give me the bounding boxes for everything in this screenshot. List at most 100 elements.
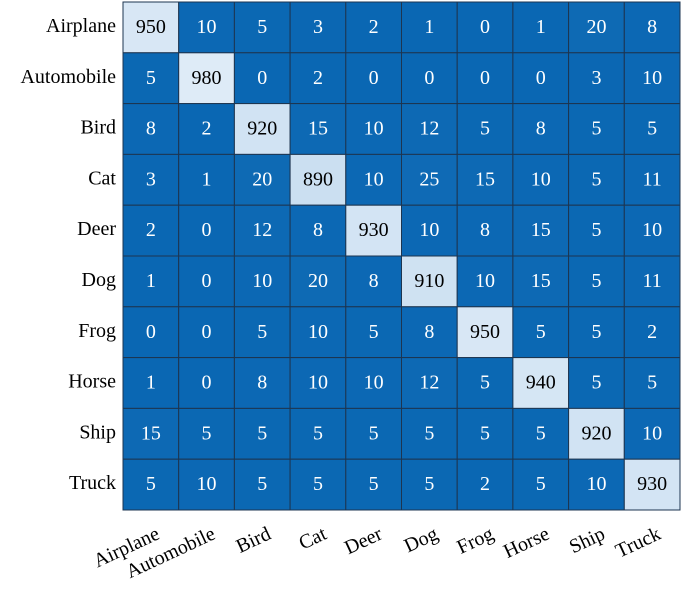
- cell-label: 10: [642, 67, 662, 89]
- cell-label: 1: [536, 16, 546, 38]
- cell: [178, 458, 235, 511]
- cell-label: 930: [359, 219, 389, 241]
- cell-label: 5: [369, 473, 379, 495]
- cell: [401, 52, 458, 105]
- cell: [568, 103, 625, 155]
- cell: [289, 458, 347, 511]
- cell-label: 5: [647, 118, 657, 140]
- cell-label: 0: [369, 67, 379, 89]
- cell: [233, 103, 291, 155]
- cell: [345, 204, 402, 257]
- cell-label: 10: [642, 422, 662, 444]
- cell-label: 15: [531, 219, 551, 241]
- y-tick-label: Automobile: [20, 66, 116, 88]
- cell-label: 1: [146, 372, 156, 394]
- cell-label: 5: [313, 422, 323, 444]
- cell-label: 15: [141, 422, 161, 444]
- cell-label: 5: [647, 372, 657, 394]
- cell: [568, 407, 625, 460]
- cell-label: 5: [369, 422, 379, 444]
- x-tick-label: Bird: [233, 523, 275, 558]
- x-tick-label: Horse: [500, 523, 553, 563]
- cell: [233, 357, 291, 409]
- cell-label: 10: [531, 168, 551, 190]
- cell: [178, 357, 235, 409]
- y-tick-label: Dog: [82, 269, 116, 291]
- cell: [122, 153, 180, 206]
- cell-label: 0: [536, 67, 546, 89]
- cell-label: 2: [146, 219, 156, 241]
- cell: [623, 1, 681, 54]
- cell: [345, 407, 402, 460]
- cell-label: 11: [643, 270, 662, 292]
- cell: [345, 458, 402, 511]
- cell-label: 12: [252, 219, 272, 241]
- cell-label: 950: [470, 321, 500, 343]
- cell-label: 25: [419, 168, 439, 190]
- cell-label: 5: [480, 118, 490, 140]
- cell-label: 0: [424, 67, 434, 89]
- cell: [456, 407, 514, 460]
- cell-label: 10: [308, 321, 328, 343]
- cell: [401, 458, 458, 511]
- cell-label: 0: [480, 67, 490, 89]
- cell-label: 10: [252, 270, 272, 292]
- cell: [122, 407, 180, 460]
- cell: [623, 357, 681, 409]
- cell-label: 3: [146, 168, 156, 190]
- cell: [122, 458, 180, 511]
- cell-label: 5: [591, 118, 601, 140]
- y-tick-label: Ship: [79, 421, 116, 443]
- cell-label: 2: [369, 16, 379, 38]
- cell-label: 3: [591, 67, 601, 89]
- cell: [623, 306, 681, 359]
- cell-label: 5: [424, 422, 434, 444]
- cell-label: 10: [364, 372, 384, 394]
- cell-label: 930: [637, 473, 667, 495]
- cell-label: 980: [192, 67, 222, 89]
- cell: [456, 306, 514, 359]
- cell: [568, 306, 625, 359]
- cell-label: 5: [480, 372, 490, 394]
- cell-label: 8: [536, 118, 546, 140]
- cell-label: 910: [414, 270, 444, 292]
- x-tick-label: Truck: [612, 523, 664, 563]
- cell: [401, 1, 458, 54]
- cell: [512, 204, 570, 257]
- cell: [456, 52, 514, 105]
- y-tick-label: Horse: [68, 371, 116, 393]
- cell: [512, 357, 570, 409]
- y-tick-label: Deer: [77, 218, 116, 240]
- cell-label: 15: [531, 270, 551, 292]
- cell-label: 10: [364, 118, 384, 140]
- cell-label: 10: [419, 219, 439, 241]
- cell-label: 20: [586, 16, 606, 38]
- cell-label: 5: [536, 321, 546, 343]
- y-tick-label: Cat: [88, 167, 116, 189]
- cell: [345, 357, 402, 409]
- cell-label: 3: [313, 16, 323, 38]
- cell-label: 20: [308, 270, 328, 292]
- cell-label: 8: [424, 321, 434, 343]
- cell-label: 8: [313, 219, 323, 241]
- x-tick-label: Deer: [341, 523, 386, 560]
- cell-label: 5: [536, 473, 546, 495]
- x-tick-label: Ship: [566, 523, 609, 558]
- cell: [512, 52, 570, 105]
- cell-label: 1: [146, 270, 156, 292]
- cell-label: 920: [581, 422, 611, 444]
- cell: [401, 357, 458, 409]
- x-tick-label: Frog: [454, 523, 498, 559]
- cell: [345, 103, 402, 155]
- cell-label: 5: [536, 422, 546, 444]
- cell-label: 0: [146, 321, 156, 343]
- cell: [512, 1, 570, 54]
- cell: [289, 407, 347, 460]
- cell: [568, 357, 625, 409]
- cell-label: 12: [419, 118, 439, 140]
- cell-label: 20: [252, 168, 272, 190]
- cell: [233, 255, 291, 308]
- cell-label: 10: [586, 473, 606, 495]
- cell-label: 5: [202, 422, 212, 444]
- cell-label: 940: [526, 372, 556, 394]
